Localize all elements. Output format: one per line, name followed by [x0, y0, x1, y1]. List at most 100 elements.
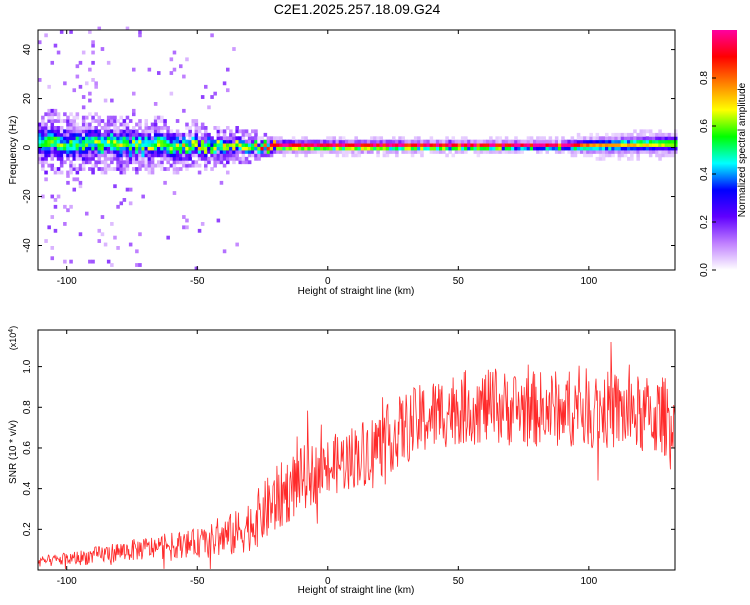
heatmap-cell [426, 139, 431, 144]
heatmap-cell [38, 122, 42, 127]
heatmap-cell [332, 143, 337, 147]
heatmap-cell [78, 232, 83, 237]
heatmap-cell [467, 146, 471, 151]
heatmap-cell [664, 132, 669, 137]
heatmap-cell [266, 150, 271, 154]
heatmap-cell [429, 136, 434, 141]
heatmap-cell [38, 139, 42, 144]
heatmap-cell [132, 153, 136, 158]
heatmap-cell [135, 263, 139, 267]
heatmap-cell [251, 153, 255, 158]
heatmap-cell [38, 132, 42, 137]
heatmap-cell [460, 143, 465, 147]
heatmap-cell [78, 84, 83, 89]
heatmap-cell [670, 143, 675, 147]
heatmap-cell [642, 132, 647, 137]
heatmap-cell [72, 156, 77, 161]
heatmap-cell [116, 119, 120, 123]
heatmap-cell [138, 163, 142, 168]
heatmap-cell [157, 129, 161, 134]
heatmap-cell [338, 150, 343, 154]
heatmap-cell [56, 119, 61, 123]
heatmap-cell [132, 156, 136, 161]
heatmap-cell [169, 57, 174, 62]
heatmap-cell [545, 150, 550, 154]
heatmap-cell [282, 143, 286, 147]
heatmap-cell [614, 150, 618, 154]
heatmap-cell [204, 150, 208, 154]
heatmap-cell [182, 132, 186, 137]
heatmap-cell [598, 156, 603, 161]
heatmap-cell [166, 153, 170, 158]
heatmap-cell [44, 153, 48, 158]
heatmap-cell [370, 136, 374, 141]
heatmap-cell [88, 160, 92, 165]
heatmap-cell [329, 150, 333, 154]
spectrogram-x-tick-label: -100 [57, 276, 77, 287]
heatmap-cell [674, 146, 678, 151]
heatmap-cell [376, 153, 380, 158]
heatmap-cell [169, 136, 174, 141]
heatmap-cell [144, 126, 149, 130]
heatmap-cell [72, 143, 77, 147]
heatmap-cell [445, 143, 449, 147]
heatmap-cell [47, 126, 51, 130]
heatmap-cell [213, 156, 217, 161]
heatmap-cell [113, 150, 117, 154]
heatmap-cell [135, 139, 139, 144]
heatmap-cell [495, 146, 499, 151]
heatmap-cell [476, 139, 481, 144]
heatmap-cell [160, 146, 164, 151]
heatmap-cell [147, 153, 152, 158]
heatmap-cell [197, 156, 202, 161]
heatmap-cell [81, 132, 86, 137]
heatmap-cell [41, 156, 45, 161]
heatmap-cell [498, 143, 503, 147]
heatmap-cell [210, 153, 214, 158]
heatmap-cell [429, 143, 434, 147]
heatmap-cell [97, 26, 102, 31]
heatmap-cell [420, 153, 424, 158]
heatmap-cell [169, 153, 174, 158]
heatmap-cell [207, 105, 211, 110]
heatmap-cell [257, 146, 261, 151]
heatmap-cell [226, 160, 230, 165]
heatmap-cell [213, 150, 217, 154]
heatmap-cell [345, 139, 349, 144]
heatmap-cell [157, 115, 161, 120]
heatmap-cell [160, 132, 164, 137]
heatmap-cell [382, 153, 387, 158]
heatmap-cell [608, 143, 612, 147]
colorbar-tick-label: 0.6 [699, 119, 710, 133]
heatmap-cell [251, 139, 255, 144]
heatmap-cell [144, 129, 149, 134]
heatmap-cell [351, 143, 355, 147]
heatmap-cell [310, 143, 315, 147]
heatmap-cell [132, 143, 136, 147]
heatmap-cell [674, 129, 678, 134]
heatmap-cell [160, 150, 164, 154]
heatmap-cell [467, 139, 471, 144]
heatmap-cell [605, 150, 609, 154]
heatmap-cell [110, 98, 114, 103]
heatmap-cell [103, 146, 108, 151]
snr-x-tick-label: -50 [190, 576, 205, 587]
heatmap-cell [357, 146, 362, 151]
heatmap-cell [44, 132, 48, 137]
heatmap-cell [103, 122, 108, 127]
heatmap-cell [138, 122, 142, 127]
colorbar-tick-label: 0.0 [699, 263, 710, 277]
heatmap-cell [592, 150, 597, 154]
heatmap-cell [75, 146, 80, 151]
heatmap-cell [589, 136, 593, 141]
heatmap-cell [670, 146, 675, 151]
heatmap-cell [197, 129, 202, 134]
heatmap-cell [479, 150, 484, 154]
heatmap-cell [276, 150, 280, 154]
heatmap-cell [72, 139, 77, 144]
heatmap-cell [573, 150, 578, 154]
heatmap-cell [501, 143, 506, 147]
heatmap-cell [583, 143, 587, 147]
heatmap-cell [658, 132, 662, 137]
heatmap-cell [627, 139, 631, 144]
